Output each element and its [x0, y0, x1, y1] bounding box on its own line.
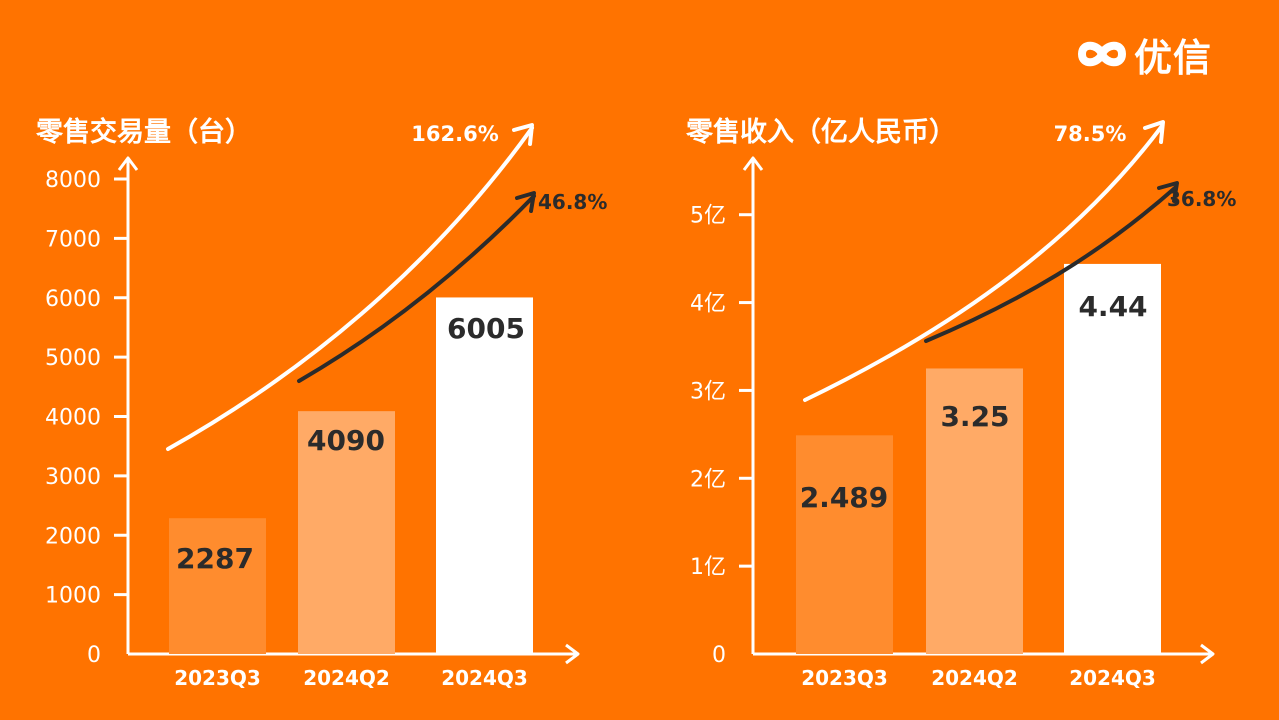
retail-volume-chart-svg: 零售交易量（台） 0 1000 2000 3000 4000 5000 6000 7000 800… [35, 116, 607, 690]
y-tick-label: 2000 [45, 524, 101, 549]
y-tick-label: 3000 [45, 465, 101, 490]
y-axis-arrow-icon [742, 156, 764, 171]
y-tick-label: 5000 [45, 346, 101, 371]
bar-value-label: 6005 [447, 312, 525, 345]
y-tick-label: 2亿 [690, 467, 726, 492]
y-axis-arrow-icon [117, 156, 139, 171]
x-axis-arrow-icon [1200, 643, 1215, 665]
arrowhead-dark-icon [515, 191, 536, 213]
y-tick-label: 8000 [45, 168, 101, 193]
y-tick-label: 0 [712, 643, 726, 668]
growth-label-dark: 46.8% [538, 190, 607, 214]
growth-label-white: 162.6% [411, 122, 498, 146]
retail-volume-chart: 零售交易量（台） 0 1000 2000 3000 4000 5000 6000 7000 800… [35, 116, 607, 690]
growth-label-dark: 36.8% [1167, 187, 1236, 211]
bar [796, 435, 893, 654]
infinity-icon [1078, 41, 1126, 67]
x-category-label: 2024Q2 [303, 666, 390, 690]
bar-value-label: 3.25 [940, 400, 1009, 433]
x-category-label: 2023Q3 [801, 666, 888, 690]
bar [298, 411, 395, 654]
brand-name: 优信 [1134, 35, 1213, 80]
growth-arrow-white [803, 124, 1164, 402]
x-category-label: 2024Q3 [1069, 666, 1156, 690]
y-tick-label: 1亿 [690, 555, 726, 580]
bar-value-label: 2287 [176, 542, 254, 575]
y-tick-label: 7000 [45, 227, 101, 252]
bar [169, 518, 266, 654]
y-tick-label: 5亿 [690, 204, 726, 229]
y-tick-label: 6000 [45, 287, 101, 312]
bar [1064, 263, 1161, 654]
retail-revenue-chart-svg: 零售收入（亿人民币） 0 1亿 2亿 3亿 4亿 5亿 2.489 2023Q3 3.25 2024… [685, 116, 1236, 690]
arrowhead-white-icon [1143, 120, 1165, 144]
arrowhead-white-icon [512, 123, 534, 146]
bar-value-label: 4090 [307, 424, 385, 457]
brand-logo: 优信 [1076, 30, 1246, 80]
growth-arrow-dark [297, 194, 536, 383]
bar-value-label: 4.44 [1078, 290, 1147, 323]
chart-title: 零售交易量（台） [35, 116, 252, 148]
x-category-label: 2024Q3 [441, 666, 528, 690]
y-tick-label: 1000 [45, 584, 101, 609]
x-category-label: 2024Q2 [931, 666, 1018, 690]
x-axis-arrow-icon [565, 643, 580, 665]
bar [436, 297, 533, 654]
growth-arrow-white [166, 126, 534, 451]
retail-revenue-chart: 零售收入（亿人民币） 0 1亿 2亿 3亿 4亿 5亿 2.489 2023Q3 3.25 2024… [639, 0, 1279, 720]
x-category-label: 2023Q3 [174, 666, 261, 690]
chart-title: 零售收入（亿人民币） [685, 116, 956, 148]
arrowhead-dark-icon [1157, 181, 1179, 203]
bar [926, 368, 1023, 654]
y-tick-label: 4亿 [690, 292, 726, 317]
y-tick-label: 4000 [45, 406, 101, 431]
growth-label-white: 78.5% [1054, 122, 1127, 146]
y-tick-label: 3亿 [690, 379, 726, 404]
bar-value-label: 2.489 [800, 481, 889, 514]
growth-arrow-dark [924, 185, 1178, 343]
y-tick-label: 0 [87, 643, 101, 668]
